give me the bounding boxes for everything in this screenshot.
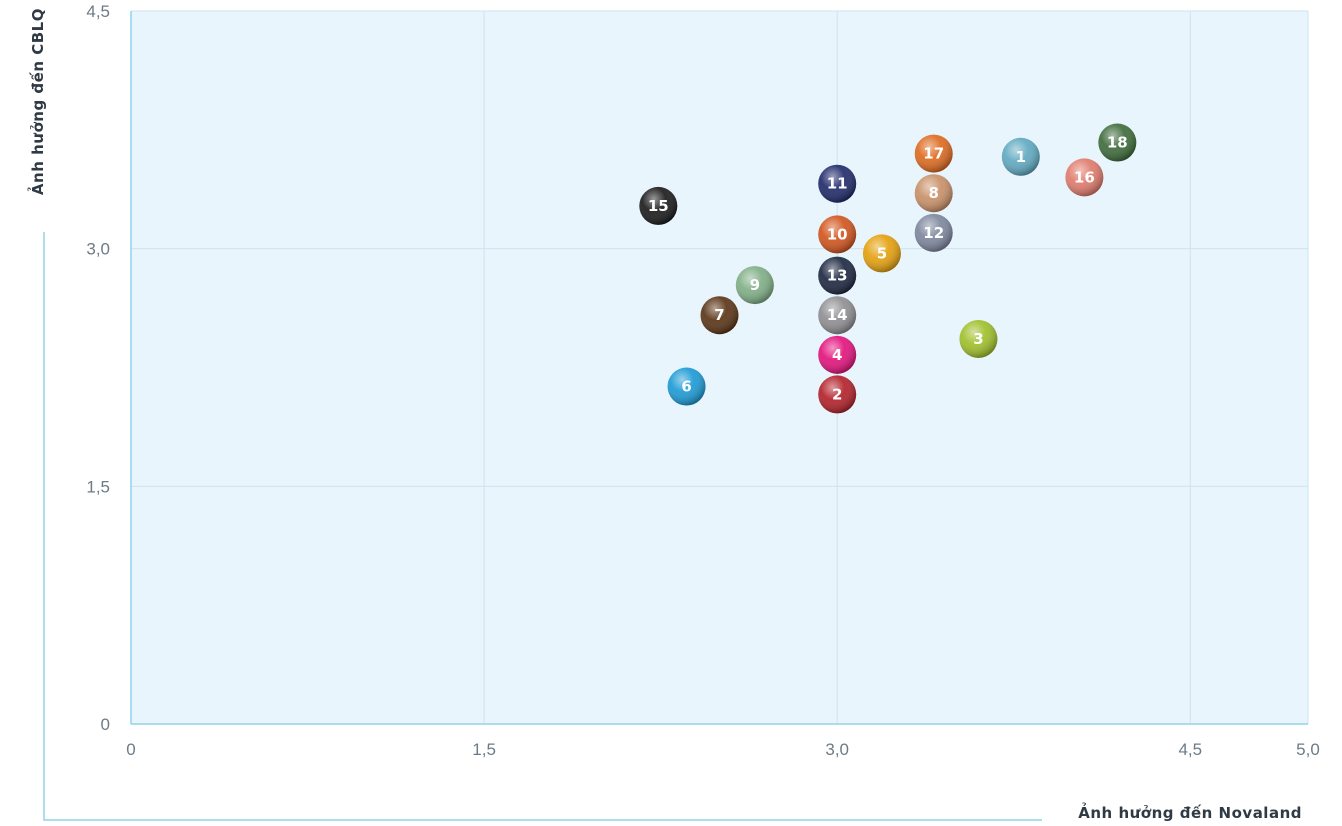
data-point: 3 [959,319,998,358]
data-point: 11 [818,164,857,203]
y-tick-label: 0 [101,715,110,734]
data-point: 5 [862,234,901,273]
point-shine [1098,123,1137,162]
point-label: 4 [832,346,842,364]
x-tick-label: 1,5 [472,740,496,759]
point-shine [914,213,953,252]
point-label: 7 [714,306,724,324]
point-label: 10 [827,225,848,243]
point-label: 11 [827,175,848,193]
data-point: 6 [667,367,706,406]
data-point: 14 [818,296,857,335]
data-point: 13 [818,256,857,295]
point-label: 8 [928,184,938,202]
point-shine [735,266,774,305]
data-point: 8 [914,174,953,213]
data-point: 7 [700,296,739,335]
point-label: 14 [827,306,848,324]
point-label: 2 [832,385,842,403]
x-tick-label: 4,5 [1178,740,1202,759]
data-point: 9 [735,266,774,305]
point-shine [818,335,857,374]
point-label: 16 [1074,168,1095,186]
point-shine [818,164,857,203]
point-shine [959,319,998,358]
data-point: 2 [818,375,857,414]
point-shine [818,256,857,295]
point-label: 12 [923,224,944,242]
point-shine [700,296,739,335]
point-label: 18 [1107,134,1128,152]
point-shine [1001,137,1040,176]
data-point: 1 [1001,137,1040,176]
point-shine [818,375,857,414]
point-label: 15 [648,197,669,215]
y-tick-label: 3,0 [86,240,110,259]
point-shine [914,134,953,173]
axes [43,11,1308,821]
point-shine [639,186,678,225]
grid [131,10,1309,724]
x-axis-title: Ảnh hưởng đến Novaland [1078,801,1302,822]
tick-labels: 0 1,5 3,0 4,5 5,0 0 1,5 3,0 4,5 [86,2,1319,759]
point-label: 5 [877,244,887,262]
point-shine [914,174,953,213]
y-axis-title: Ảnh hưởng đến CBLQ [26,8,47,195]
point-label: 9 [750,276,760,294]
plot-area [131,11,1308,724]
point-shine [818,215,857,254]
data-point: 17 [914,134,953,173]
data-point: 16 [1065,158,1104,197]
point-shine [667,367,706,406]
y-tick-label: 4,5 [86,2,110,21]
x-tick-label: 0 [126,740,135,759]
point-label: 17 [923,145,944,163]
point-shine [862,234,901,273]
point-label: 3 [973,330,983,348]
data-point: 10 [818,215,857,254]
point-label: 1 [1016,148,1026,166]
data-point: 4 [818,335,857,374]
data-point: 15 [639,186,678,225]
y-tick-label: 1,5 [86,477,110,496]
x-tick-label: 5,0 [1296,740,1320,759]
data-point: 12 [914,213,953,252]
point-label: 6 [681,378,691,396]
data-point: 18 [1098,123,1137,162]
outer-axis-frame [43,232,1042,821]
point-shine [1065,158,1104,197]
point-shine [818,296,857,335]
point-label: 13 [827,267,848,285]
x-tick-label: 3,0 [825,740,849,759]
